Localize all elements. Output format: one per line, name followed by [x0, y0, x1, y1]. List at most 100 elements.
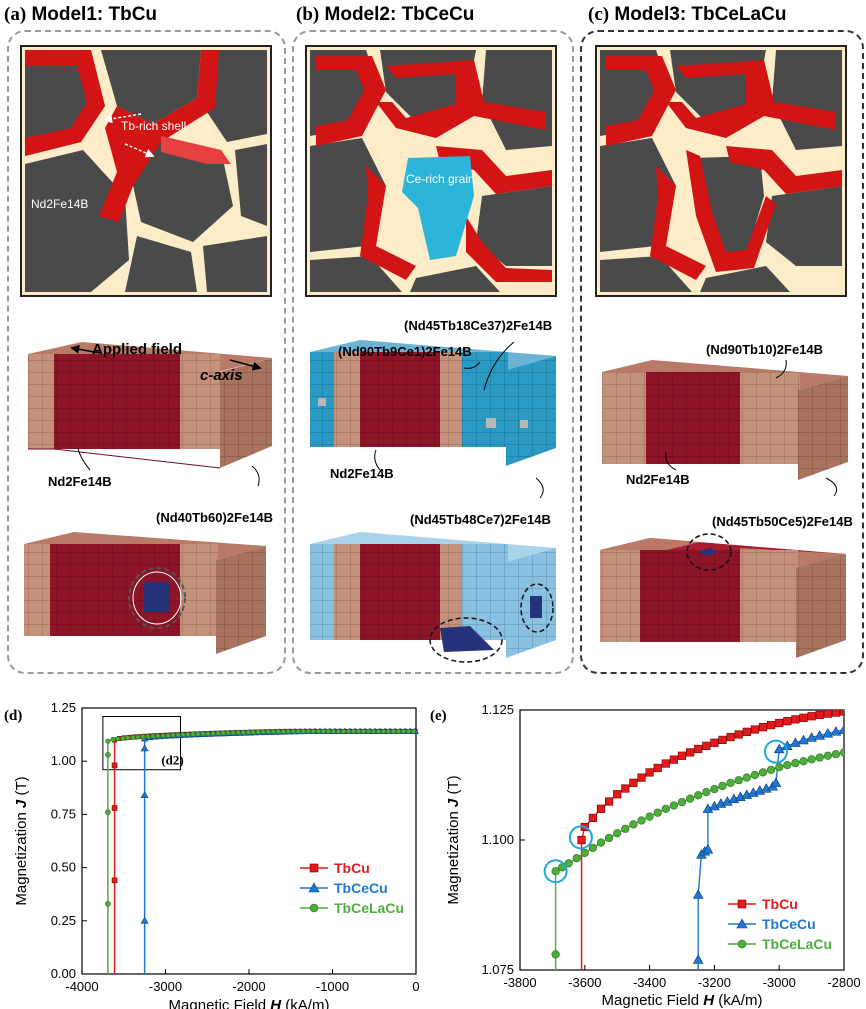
data-point — [150, 733, 156, 739]
prism-b-bottom-label: (Nd45Tb48Ce7)2Fe14B — [410, 512, 551, 527]
prism-a-upper — [28, 342, 272, 469]
data-point — [260, 729, 266, 735]
data-point — [766, 720, 776, 730]
series-tbcelacu — [551, 748, 844, 970]
data-point — [742, 773, 751, 782]
data-point — [692, 954, 704, 964]
legend-label: TbCeLaCu — [762, 936, 832, 952]
x-tick-label: -2000 — [232, 979, 265, 994]
data-point — [105, 738, 111, 744]
prism-c-lower — [600, 533, 846, 658]
data-point — [669, 755, 679, 764]
legend-label: TbCeCu — [762, 916, 816, 932]
y-tick-label: 1.125 — [481, 702, 514, 717]
data-point — [645, 812, 654, 821]
data-point — [758, 768, 768, 777]
data-point — [791, 758, 800, 768]
data-point — [661, 759, 670, 768]
data-point — [839, 748, 844, 757]
data-point — [621, 784, 630, 793]
data-point — [838, 724, 844, 734]
data-point — [360, 728, 366, 734]
x-tick-label: 0 — [412, 979, 419, 994]
data-point — [355, 728, 361, 734]
data-point — [275, 728, 281, 734]
x-tick-label: -3600 — [568, 975, 601, 990]
panel-name: Model2: TbCeCu — [324, 4, 475, 25]
data-point — [200, 731, 206, 737]
legend-marker — [737, 899, 747, 909]
data-point — [577, 835, 586, 845]
data-point — [783, 761, 792, 770]
data-point — [551, 950, 560, 959]
data-point — [111, 805, 118, 811]
data-point — [111, 762, 118, 769]
model-illustrations: Tb-rich shell Nd2Fe14B Ce-rich grain — [20, 45, 853, 663]
data-point — [110, 737, 116, 743]
data-point — [235, 730, 241, 736]
data-point — [718, 781, 727, 791]
data-point — [710, 784, 719, 794]
data-point — [240, 729, 246, 735]
data-point — [120, 735, 126, 741]
prism-c-core-label: Nd2Fe14B — [626, 472, 690, 487]
data-point — [330, 728, 336, 734]
data-point — [105, 752, 111, 758]
data-point — [750, 770, 760, 780]
data-point — [653, 763, 662, 773]
legend-label: TbCeLaCu — [334, 900, 404, 916]
y-tick-label: 0.75 — [51, 806, 76, 821]
data-point — [726, 778, 735, 787]
y-tick-label: 1.100 — [481, 832, 514, 847]
data-point — [385, 728, 391, 734]
model2-frame — [292, 30, 574, 674]
data-point — [767, 765, 776, 774]
data-point — [280, 728, 286, 734]
data-point — [831, 750, 841, 759]
data-point — [270, 728, 276, 734]
data-point — [807, 712, 816, 721]
y-axis-label: Magnetization J (T) — [445, 775, 462, 904]
y-tick-label: 1.25 — [51, 700, 76, 715]
data-point — [265, 729, 271, 735]
y-tick-label: 0.25 — [51, 913, 76, 928]
data-point — [410, 728, 416, 734]
data-point — [285, 728, 291, 734]
data-point — [770, 777, 782, 787]
inset-box — [102, 716, 182, 771]
prism-c-upper — [602, 360, 848, 480]
data-point — [395, 728, 401, 734]
data-point — [798, 734, 809, 745]
data-point — [694, 744, 703, 754]
prism-b-top-right-label: (Nd45Tb18Ce37)2Fe14B — [404, 318, 552, 333]
legend-label: TbCeCu — [334, 880, 388, 896]
data-point — [718, 735, 727, 744]
data-point — [210, 730, 216, 736]
data-point — [390, 728, 396, 734]
data-point — [807, 755, 816, 764]
prism-b-core-label: Nd2Fe14B — [330, 466, 394, 481]
applied-field-label: Applied field — [92, 341, 182, 358]
data-point — [140, 734, 146, 740]
data-point — [125, 735, 131, 741]
data-point — [340, 728, 346, 734]
data-point — [596, 804, 606, 813]
data-point — [155, 733, 161, 739]
data-point — [830, 726, 842, 736]
data-point — [145, 733, 151, 739]
data-point — [831, 710, 841, 717]
data-point — [365, 728, 371, 734]
data-point — [742, 727, 751, 736]
data-point — [250, 729, 256, 735]
inset-label: (d2) — [161, 752, 183, 767]
data-point — [669, 801, 678, 810]
data-point — [613, 790, 622, 799]
data-point — [105, 900, 111, 907]
y-tick-label: 0.00 — [51, 966, 76, 981]
panel-tag: (a) — [4, 4, 27, 25]
legend-label: TbCu — [334, 860, 370, 876]
data-point — [405, 728, 411, 734]
legend-marker — [737, 939, 747, 949]
data-point — [160, 733, 166, 739]
microstructure-b: Ce-rich grain — [305, 45, 557, 297]
